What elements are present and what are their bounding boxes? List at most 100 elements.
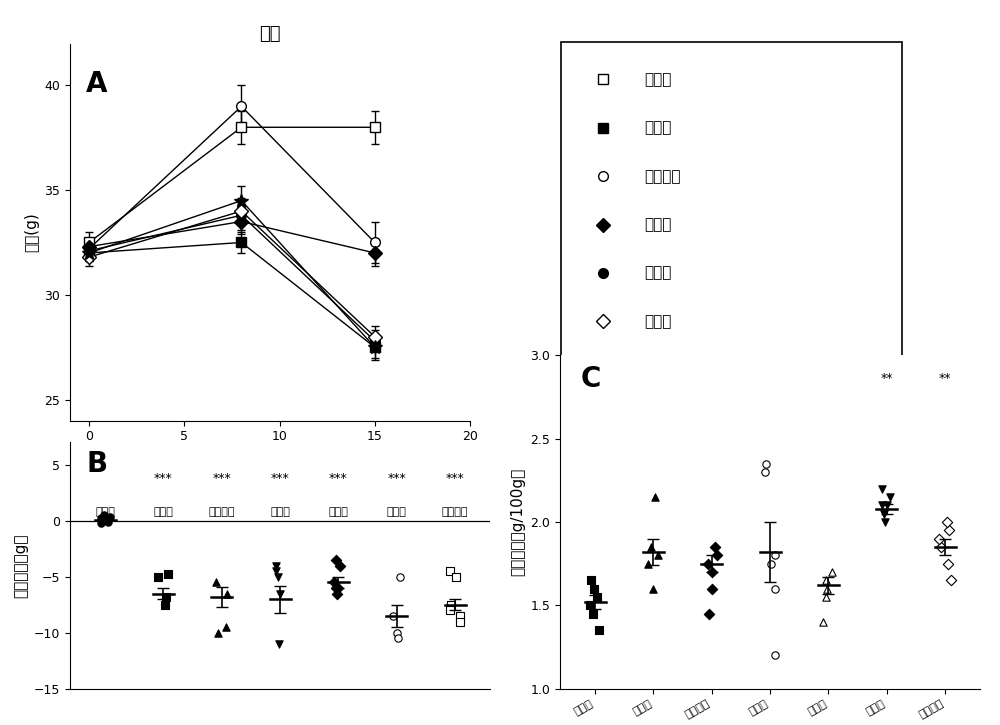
Text: 氨磷汀组: 氨磷汀组 bbox=[208, 507, 235, 518]
Point bbox=[763, 558, 779, 570]
Point bbox=[219, 588, 235, 600]
Point bbox=[218, 621, 234, 633]
Point bbox=[160, 568, 176, 580]
Point bbox=[442, 566, 458, 577]
Point bbox=[452, 610, 468, 622]
Point bbox=[877, 516, 893, 528]
Text: 模型组: 模型组 bbox=[153, 507, 173, 518]
Point bbox=[582, 600, 598, 611]
Point bbox=[704, 566, 720, 578]
Point bbox=[819, 583, 835, 594]
Text: 蜂王浆组: 蜂王浆组 bbox=[644, 362, 681, 377]
Point bbox=[268, 566, 284, 577]
Point bbox=[330, 582, 346, 594]
Point bbox=[442, 605, 458, 616]
Point bbox=[102, 512, 118, 523]
Text: ***: *** bbox=[387, 472, 406, 485]
Point bbox=[585, 608, 601, 619]
Text: B: B bbox=[87, 450, 108, 478]
Point bbox=[452, 616, 468, 627]
Point bbox=[96, 509, 112, 521]
Point bbox=[589, 591, 605, 602]
Y-axis label: 体重(g): 体重(g) bbox=[24, 212, 39, 252]
Point bbox=[93, 517, 109, 529]
Point bbox=[933, 541, 949, 552]
Point bbox=[640, 558, 656, 570]
Point bbox=[389, 627, 405, 639]
Point bbox=[874, 500, 890, 511]
Point bbox=[645, 583, 661, 594]
Point bbox=[815, 616, 831, 628]
Text: 合剂组: 合剂组 bbox=[644, 217, 672, 232]
Point bbox=[757, 466, 773, 478]
Text: ***: *** bbox=[446, 472, 464, 485]
Point bbox=[700, 558, 716, 570]
Point bbox=[647, 492, 663, 503]
Point bbox=[767, 550, 783, 561]
Text: **: ** bbox=[939, 372, 951, 385]
Point bbox=[701, 608, 717, 619]
Point bbox=[150, 571, 166, 582]
FancyBboxPatch shape bbox=[561, 41, 902, 420]
Point bbox=[767, 583, 783, 594]
Point bbox=[443, 599, 459, 610]
Point bbox=[93, 513, 109, 524]
Point bbox=[270, 571, 286, 582]
Title: 体重: 体重 bbox=[259, 25, 281, 44]
Point bbox=[448, 571, 464, 582]
Point bbox=[824, 566, 840, 578]
Point bbox=[272, 588, 288, 600]
Point bbox=[882, 492, 898, 503]
Point bbox=[271, 638, 287, 650]
Point bbox=[268, 560, 284, 571]
Text: ***: *** bbox=[212, 472, 231, 485]
X-axis label: 天数: 天数 bbox=[261, 449, 279, 464]
Point bbox=[583, 574, 599, 586]
Text: C: C bbox=[581, 365, 601, 393]
Point bbox=[940, 558, 956, 570]
Point bbox=[767, 650, 783, 661]
Point bbox=[876, 508, 892, 520]
Point bbox=[704, 583, 720, 594]
Point bbox=[208, 576, 224, 588]
Point bbox=[643, 541, 659, 552]
Point bbox=[650, 550, 666, 561]
Text: 模型组: 模型组 bbox=[644, 120, 672, 136]
Text: ***: *** bbox=[329, 472, 348, 485]
Point bbox=[158, 591, 174, 602]
Point bbox=[326, 576, 342, 588]
Text: 蜂王浆组: 蜂王浆组 bbox=[442, 507, 468, 518]
Point bbox=[100, 516, 116, 528]
Point bbox=[586, 583, 602, 594]
Text: 蜂蜜组: 蜂蜜组 bbox=[644, 314, 672, 328]
Point bbox=[707, 541, 723, 552]
Point bbox=[329, 588, 345, 600]
Point bbox=[931, 533, 947, 544]
Text: 合剂组: 合剂组 bbox=[270, 507, 290, 518]
Text: 氨磷汀组: 氨磷汀组 bbox=[644, 169, 681, 183]
Point bbox=[385, 610, 401, 622]
Point bbox=[874, 483, 890, 494]
Point bbox=[818, 591, 834, 602]
Text: A: A bbox=[86, 70, 108, 98]
Point bbox=[157, 599, 173, 610]
Point bbox=[328, 554, 344, 566]
Point bbox=[591, 624, 607, 637]
Point bbox=[332, 560, 348, 571]
Y-axis label: 体重变化（g）: 体重变化（g） bbox=[13, 534, 28, 597]
Point bbox=[939, 516, 955, 528]
Point bbox=[328, 582, 344, 594]
Point bbox=[390, 632, 406, 644]
Text: **: ** bbox=[880, 372, 893, 385]
Text: ***: *** bbox=[154, 472, 173, 485]
Point bbox=[941, 525, 957, 536]
Point bbox=[879, 500, 895, 511]
Point bbox=[98, 514, 114, 526]
Text: 蜂蛹组: 蜂蛹组 bbox=[328, 507, 348, 518]
Point bbox=[758, 458, 774, 470]
Point bbox=[943, 574, 959, 586]
Point bbox=[392, 571, 408, 582]
Point bbox=[818, 574, 834, 586]
Y-axis label: 肾脏系数（g/100g）: 肾脏系数（g/100g） bbox=[510, 468, 525, 576]
Text: ***: *** bbox=[271, 472, 289, 485]
